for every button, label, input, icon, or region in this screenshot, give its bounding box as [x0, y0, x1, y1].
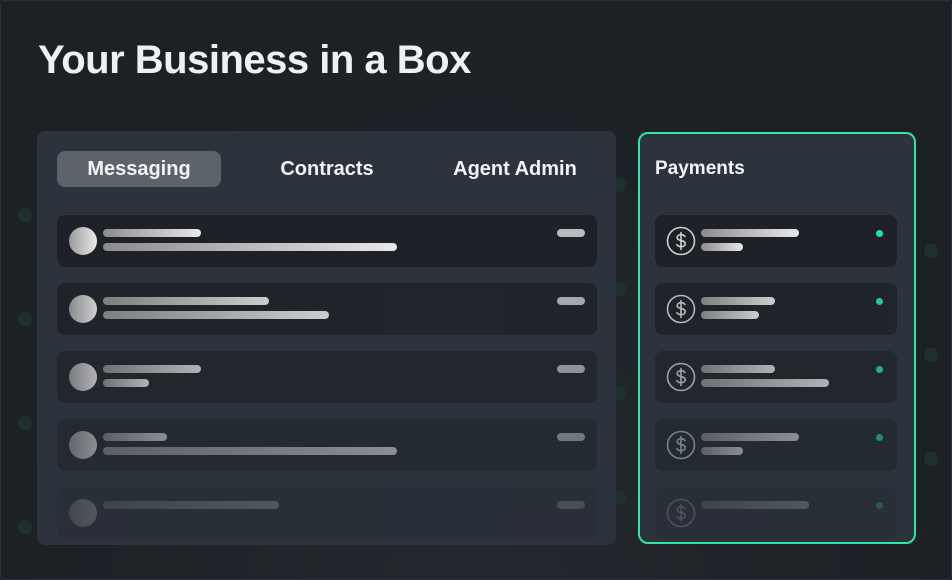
- avatar: [69, 227, 97, 255]
- placeholder-line: [103, 433, 167, 441]
- placeholder-line: [701, 501, 809, 509]
- placeholder-line: [701, 433, 799, 441]
- payment-row[interactable]: [655, 351, 897, 403]
- placeholder-line: [103, 379, 149, 387]
- payments-panel: Payments: [638, 132, 916, 544]
- avatar: [69, 499, 97, 527]
- message-row[interactable]: [57, 419, 597, 471]
- payment-row[interactable]: [655, 215, 897, 267]
- placeholder-line: [103, 365, 201, 373]
- tab-agent-admin[interactable]: Agent Admin: [453, 158, 577, 180]
- message-row[interactable]: [57, 283, 597, 335]
- background-dot: [18, 208, 32, 222]
- dollar-coin-icon: [666, 294, 696, 324]
- placeholder-line: [103, 447, 397, 455]
- payment-row[interactable]: [655, 487, 897, 539]
- messaging-panel: Messaging Contracts Agent Admin: [37, 131, 616, 545]
- background-dot: [18, 312, 32, 326]
- payments-title: Payments: [655, 158, 745, 179]
- dollar-coin-icon: [666, 226, 696, 256]
- background-dot: [924, 348, 938, 362]
- dollar-coin-icon: [666, 430, 696, 460]
- placeholder-line: [701, 379, 829, 387]
- payment-row[interactable]: [655, 419, 897, 471]
- background-dot: [924, 452, 938, 466]
- dollar-coin-icon: [666, 362, 696, 392]
- dollar-coin-icon: [666, 498, 696, 528]
- timestamp-placeholder: [557, 501, 585, 509]
- message-row[interactable]: [57, 215, 597, 267]
- placeholder-line: [701, 311, 759, 319]
- placeholder-line: [701, 229, 799, 237]
- status-dot: [876, 434, 883, 441]
- avatar: [69, 431, 97, 459]
- status-dot: [876, 502, 883, 509]
- tab-messaging[interactable]: Messaging: [57, 151, 221, 187]
- background-dot: [18, 520, 32, 534]
- background-dot: [924, 244, 938, 258]
- tab-contracts[interactable]: Contracts: [280, 158, 374, 180]
- avatar: [69, 363, 97, 391]
- placeholder-line: [701, 365, 775, 373]
- message-row[interactable]: [57, 351, 597, 403]
- message-row[interactable]: [57, 487, 597, 539]
- payment-row[interactable]: [655, 283, 897, 335]
- timestamp-placeholder: [557, 229, 585, 237]
- timestamp-placeholder: [557, 365, 585, 373]
- placeholder-line: [103, 297, 269, 305]
- placeholder-line: [701, 297, 775, 305]
- background-dot: [18, 416, 32, 430]
- avatar: [69, 295, 97, 323]
- status-dot: [876, 366, 883, 373]
- placeholder-line: [103, 501, 279, 509]
- status-dot: [876, 230, 883, 237]
- placeholder-line: [103, 311, 329, 319]
- placeholder-line: [103, 243, 397, 251]
- placeholder-line: [701, 243, 743, 251]
- page-title: Your Business in a Box: [38, 38, 471, 82]
- timestamp-placeholder: [557, 297, 585, 305]
- placeholder-line: [103, 229, 201, 237]
- status-dot: [876, 298, 883, 305]
- placeholder-line: [701, 447, 743, 455]
- timestamp-placeholder: [557, 433, 585, 441]
